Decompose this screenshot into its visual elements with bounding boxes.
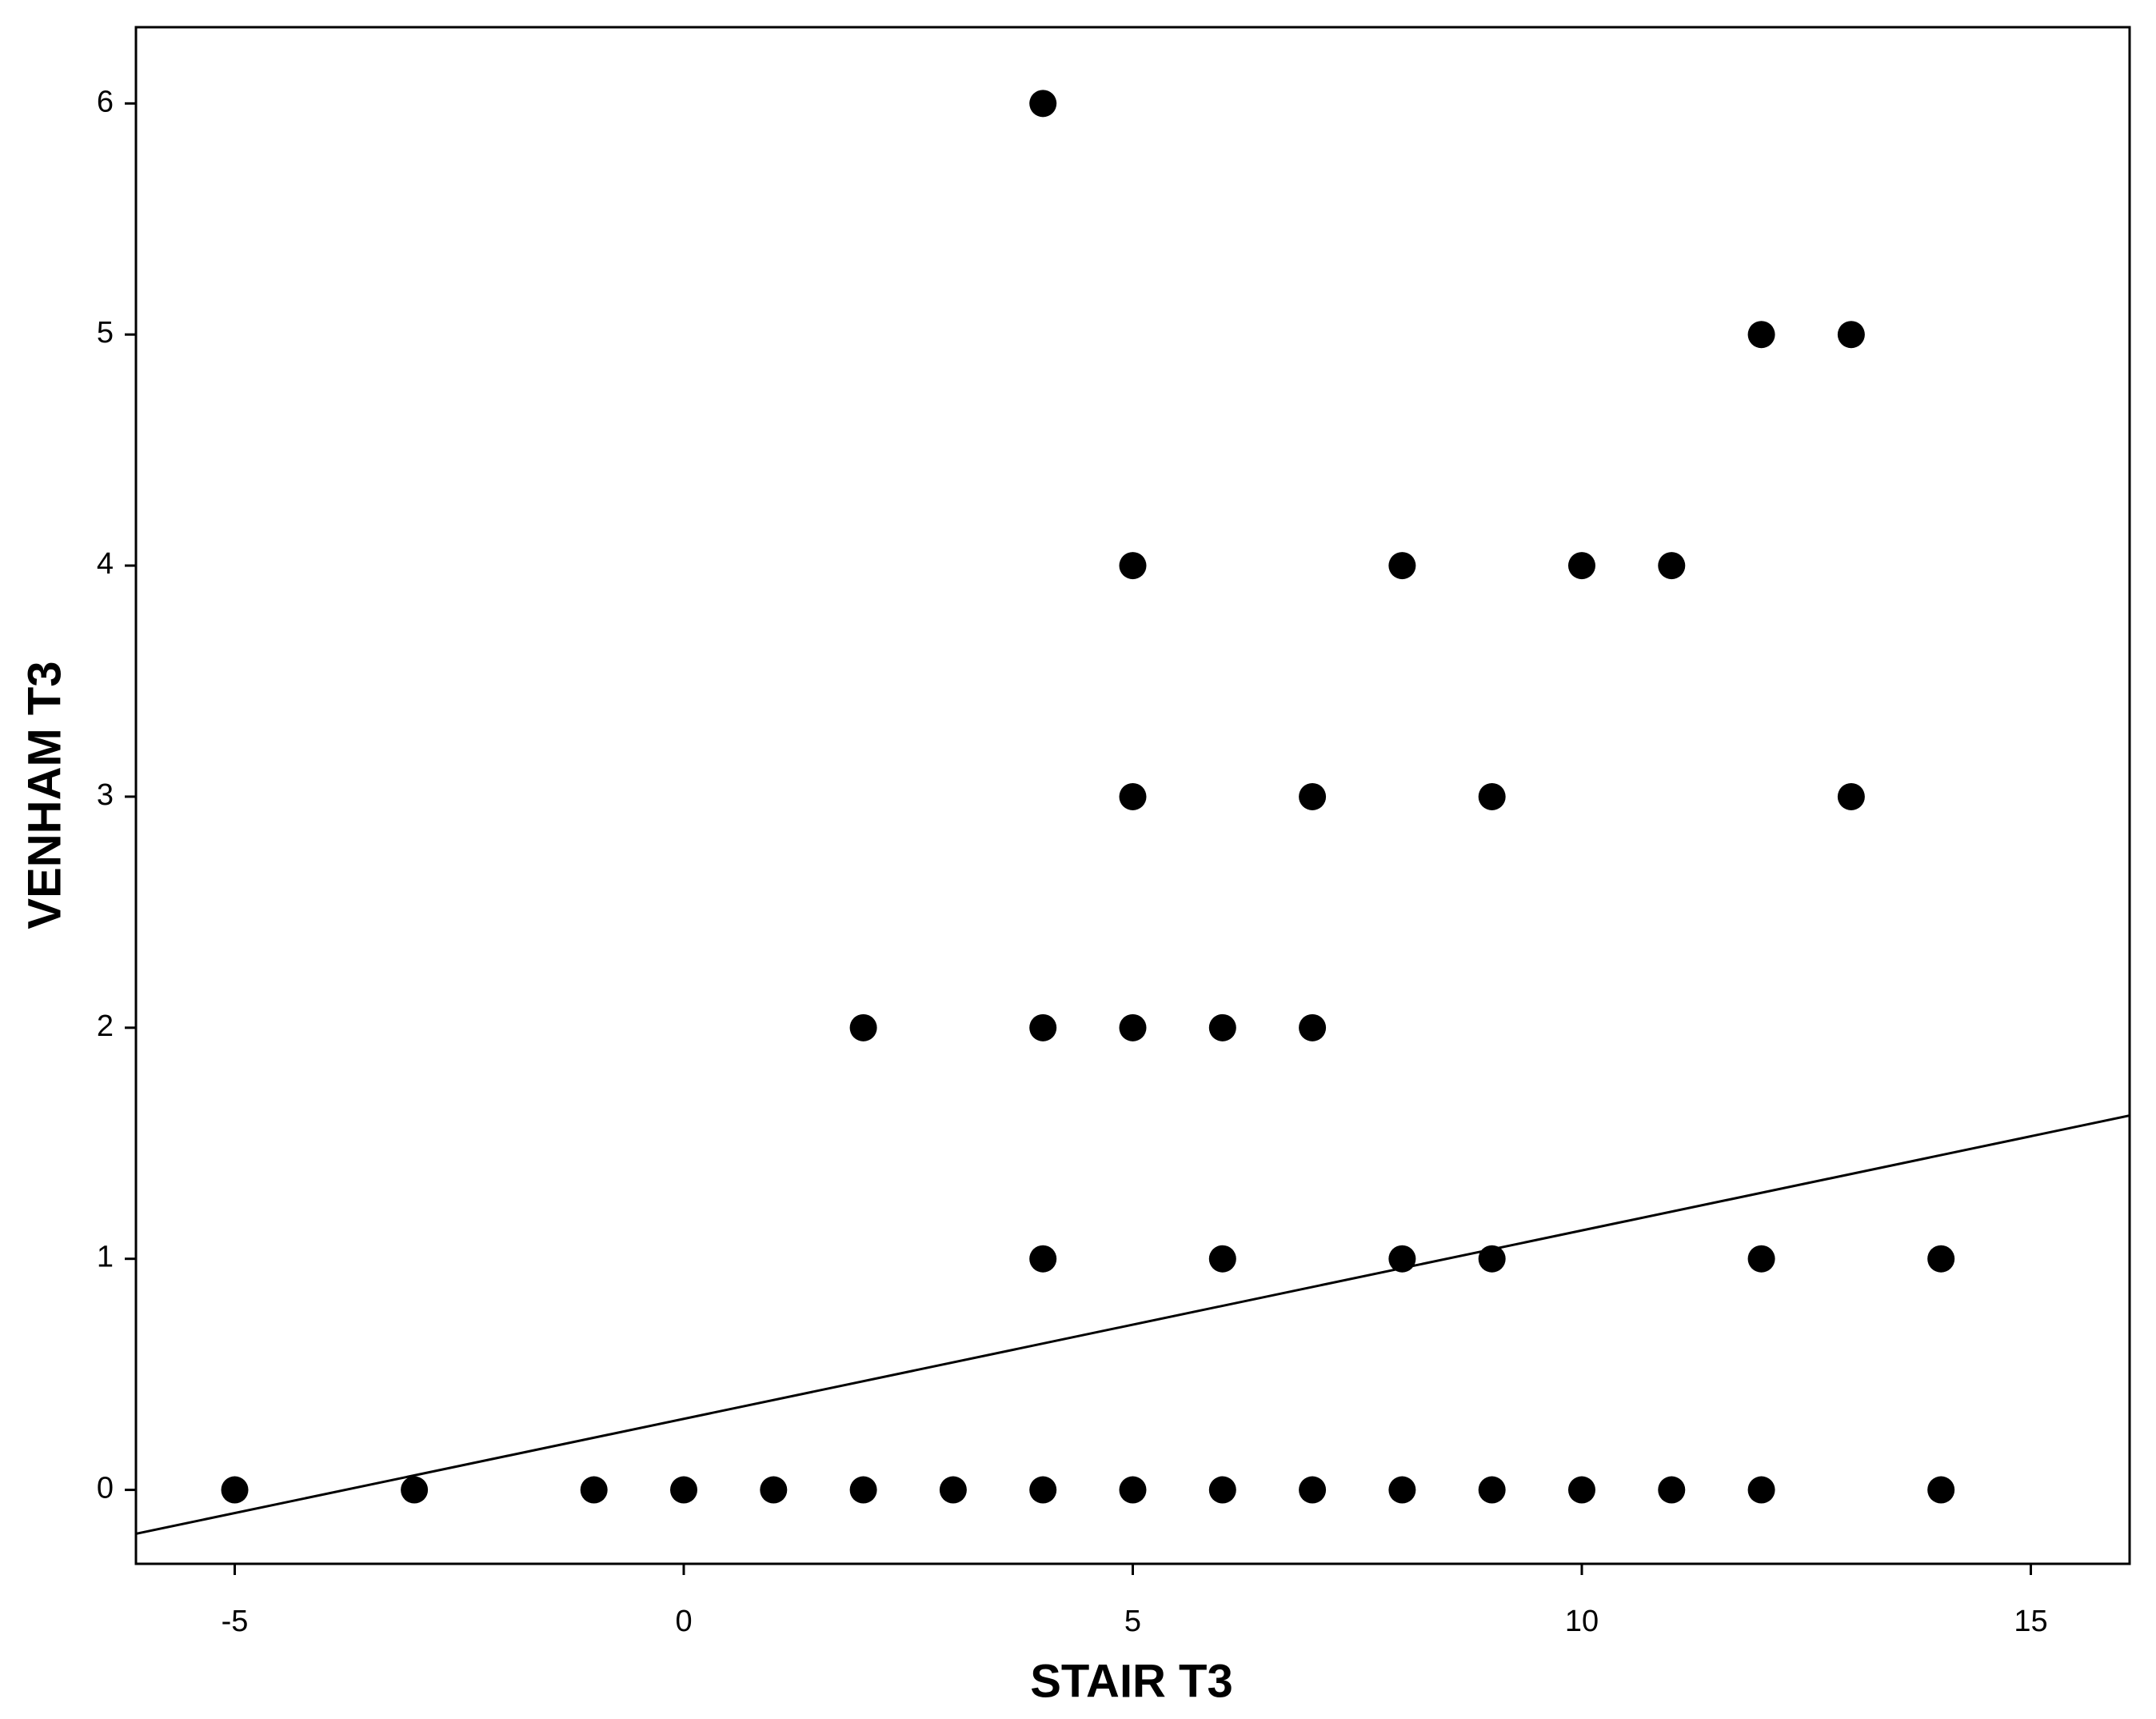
point [1478,1476,1506,1504]
point [849,1013,877,1041]
x-tick-label: 5 [1124,1605,1141,1638]
point [1119,1476,1147,1504]
point [1029,1476,1057,1504]
point [1747,1476,1775,1504]
point [670,1476,698,1504]
y-tick-label: 1 [97,1241,114,1274]
y-tick-label: 5 [97,316,114,350]
point [1208,1013,1236,1041]
point [1119,552,1147,580]
point [1478,782,1506,810]
x-axis-title: STAIR T3 [1030,1655,1233,1707]
point [1029,1245,1057,1273]
y-tick-label: 3 [97,778,114,812]
point [1208,1245,1236,1273]
point [1927,1245,1955,1273]
point [1299,782,1327,810]
point [1388,1476,1416,1504]
y-axis-title: VENHAM T3 [18,661,70,929]
point [1658,1476,1686,1504]
point [1029,90,1057,118]
point [939,1476,967,1504]
point [760,1476,788,1504]
point [1119,782,1147,810]
point [1029,1013,1057,1041]
point [849,1476,877,1504]
point [1119,1013,1147,1041]
point [1747,321,1775,349]
point [1747,1245,1775,1273]
point [1567,1476,1595,1504]
x-tick-label: -5 [222,1605,249,1638]
x-tick-label: 0 [675,1605,692,1638]
point [221,1476,249,1504]
point [1658,552,1686,580]
point [1388,1245,1416,1273]
point [580,1476,608,1504]
y-tick-label: 0 [97,1472,114,1505]
point [1567,552,1595,580]
point [1299,1476,1327,1504]
fit-line [135,1114,2130,1535]
y-tick-label: 2 [97,1009,114,1043]
y-tick-label: 6 [97,85,114,118]
x-tick-label: 15 [2014,1605,2047,1638]
point [1299,1013,1327,1041]
point [1837,782,1865,810]
point [1208,1476,1236,1504]
point [1388,552,1416,580]
point [1927,1476,1955,1504]
point [1478,1245,1506,1273]
y-tick-label: 4 [97,547,114,581]
x-tick-label: 10 [1565,1605,1599,1638]
point [1837,321,1865,349]
point [401,1476,429,1504]
